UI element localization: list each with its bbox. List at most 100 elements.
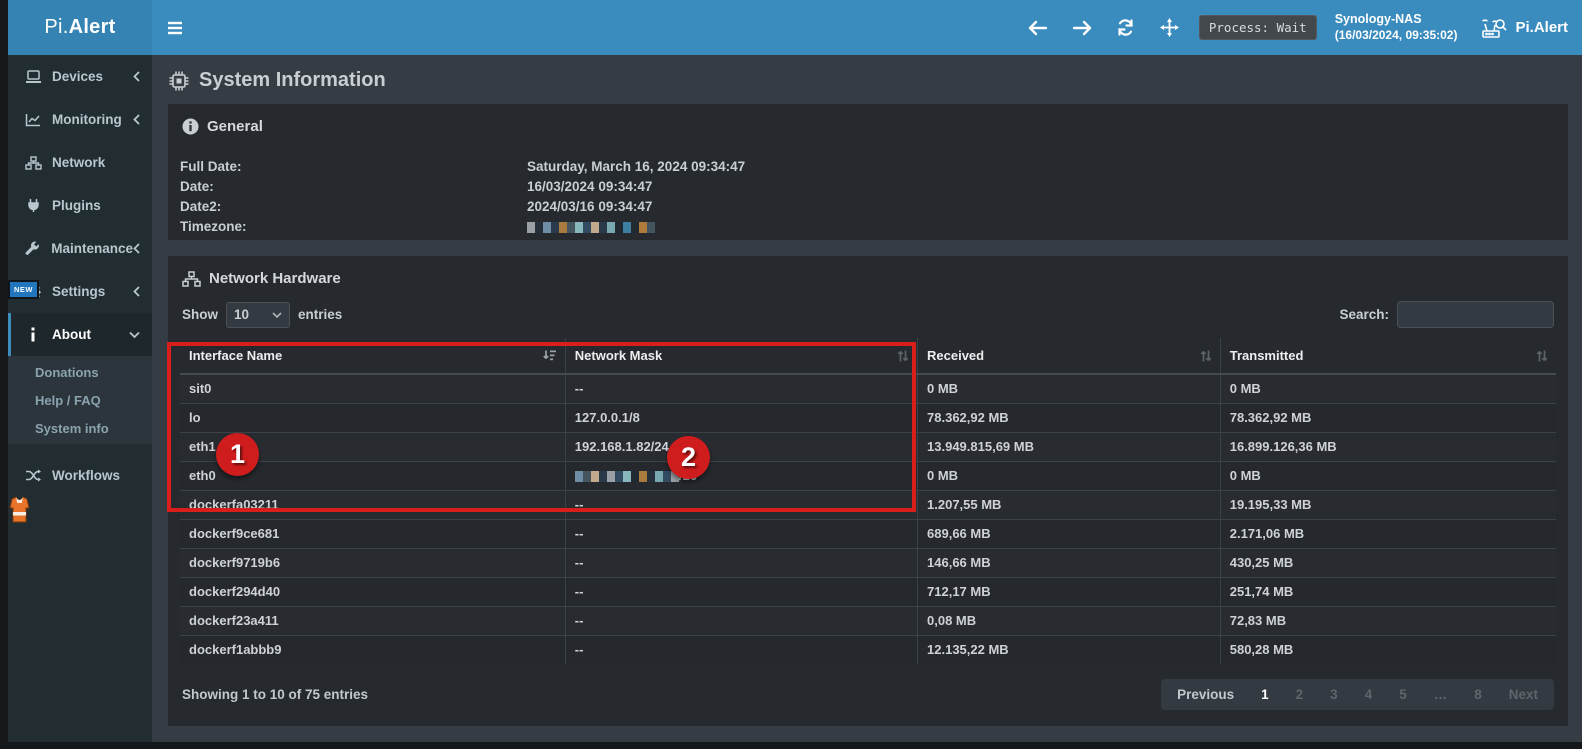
cell-network-mask: --	[565, 605, 919, 635]
brand-prefix: Pi.	[44, 16, 69, 38]
nav-forward-button[interactable]	[1067, 13, 1097, 43]
field-label: Timezone:	[180, 219, 247, 234]
table-row[interactable]: lo 127.0.0.1/8 78.362,92 MB 78.362,92 MB	[180, 402, 1556, 432]
sidebar-item-monitoring[interactable]: Monitoring	[8, 98, 152, 141]
sidebar-item-label: About	[52, 327, 91, 342]
sort-both-icon	[1200, 349, 1212, 362]
host-name: Synology-NAS	[1334, 12, 1422, 27]
sidebar-item-workflows[interactable]: Workflows	[8, 454, 152, 497]
submenu-item-system-info[interactable]: System info	[35, 420, 109, 436]
safety-vest-icon	[8, 496, 31, 523]
page-size-select[interactable]: 10	[226, 301, 290, 328]
general-info-list: Full Date: Saturday, March 16, 2024 09:3…	[180, 157, 1556, 239]
network-hardware-table: Interface Name Network Mask	[180, 338, 1556, 664]
column-header-network-mask[interactable]: Network Mask	[565, 338, 919, 375]
chevron-down-icon	[129, 331, 140, 338]
cell-interface-name: dockerfa03211	[180, 489, 566, 519]
cell-network-mask: --	[565, 518, 919, 548]
table-controls-row: Show 10 entries Search:	[182, 301, 1554, 328]
sidebar-item-about[interactable]: About	[8, 313, 152, 356]
navbar-brand-right[interactable]: Pi.Alert	[1481, 17, 1568, 39]
plug-icon	[23, 198, 43, 213]
cell-transmitted: 78.362,92 MB	[1220, 402, 1556, 432]
brand-logo[interactable]: Pi. Alert	[8, 0, 152, 55]
sidebar-item-label: Maintenance	[51, 241, 133, 256]
field-label: Date:	[180, 179, 214, 194]
table-row[interactable]: dockerf1abbb9 -- 12.135,22 MB 580,28 MB	[180, 634, 1556, 664]
cell-transmitted: 19.195,33 MB	[1220, 489, 1556, 519]
sidebar-toggle-button[interactable]	[152, 0, 198, 55]
pagination-page-8[interactable]: 8	[1474, 687, 1482, 702]
table-row[interactable]: sit0 -- 0 MB 0 MB	[180, 373, 1556, 403]
mask-suffix: /16	[678, 468, 697, 483]
cell-interface-name: lo	[180, 402, 566, 432]
pagination-page-4[interactable]: 4	[1364, 687, 1373, 702]
navbar-brand-text: Pi.Alert	[1515, 19, 1568, 36]
column-header-transmitted[interactable]: Transmitted	[1220, 338, 1556, 375]
brand-suffix: Alert	[68, 16, 116, 38]
cell-interface-name: dockerf294d40	[180, 576, 566, 606]
search-input[interactable]	[1397, 301, 1554, 328]
table-footer: Showing 1 to 10 of 75 entries Previous 1…	[180, 677, 1556, 716]
sitemap-icon	[23, 155, 43, 170]
page-title-row: System Information	[168, 69, 1568, 92]
pagination-page-2[interactable]: 2	[1295, 687, 1304, 702]
table-row[interactable]: dockerf9719b6 -- 146,66 MB 430,25 MB	[180, 547, 1556, 577]
submenu-item-donations[interactable]: Donations	[35, 364, 99, 380]
cell-received: 0,08 MB	[917, 605, 1221, 635]
pagination-previous[interactable]: Previous	[1177, 687, 1235, 702]
field-label: Date2:	[180, 199, 222, 214]
nav-back-button[interactable]	[1023, 13, 1053, 43]
nav-maximize-button[interactable]	[1155, 13, 1185, 43]
table-row[interactable]: dockerf23a411 -- 0,08 MB 72,83 MB	[180, 605, 1556, 635]
sitemap-icon	[182, 270, 201, 287]
table-header-row: Interface Name Network Mask	[180, 338, 1556, 375]
table-row[interactable]: dockerf294d40 -- 712,17 MB 251,74 MB	[180, 576, 1556, 606]
process-status-badge: Process: Wait	[1198, 15, 1317, 40]
column-header-label: Interface Name	[189, 348, 283, 363]
sidebar-item-plugins[interactable]: Plugins	[8, 184, 152, 227]
cell-received: 0 MB	[917, 460, 1221, 490]
search-label: Search:	[1339, 307, 1389, 322]
pagination-page-5[interactable]: 5	[1399, 687, 1407, 702]
table-row[interactable]: dockerfa03211 -- 1.207,55 MB 19.195,33 M…	[180, 489, 1556, 519]
column-header-interface-name[interactable]: Interface Name	[180, 338, 566, 375]
arrow-left-icon	[1028, 20, 1048, 36]
cell-transmitted: 0 MB	[1220, 460, 1556, 490]
cell-network-mask: --	[565, 373, 919, 403]
sidebar-item-network[interactable]: Network	[8, 141, 152, 184]
cell-interface-name: dockerf9719b6	[180, 547, 566, 577]
general-row-date2: Date2: 2024/03/16 09:34:47	[180, 197, 1556, 217]
pagination-page-1[interactable]: 1	[1261, 687, 1269, 702]
general-row-date: Date: 16/03/2024 09:34:47	[180, 177, 1556, 197]
pagination-next[interactable]: Next	[1508, 687, 1538, 702]
submenu-item-help-faq[interactable]: Help / FAQ	[35, 392, 101, 408]
general-panel-title: General	[207, 118, 263, 135]
sidebar-item-devices[interactable]: Devices	[8, 55, 152, 98]
pagination-page-3[interactable]: 3	[1330, 687, 1338, 702]
hamburger-icon	[167, 21, 183, 35]
sidebar-item-label: Devices	[52, 69, 104, 84]
sidebar-item-maintenance[interactable]: Maintenance	[8, 227, 152, 270]
host-info: Synology-NAS (16/03/2024, 09:35:02)	[1335, 12, 1458, 43]
sidebar-item-label: Monitoring	[52, 112, 122, 127]
field-value: 2024/03/16 09:34:47	[527, 199, 653, 214]
table-row[interactable]: eth0 /16 0 MB 0 MB	[180, 460, 1556, 490]
wrench-icon	[23, 241, 42, 256]
cell-transmitted: 72,83 MB	[1220, 605, 1556, 635]
move-arrows-icon	[1160, 18, 1180, 37]
cell-received: 712,17 MB	[917, 576, 1221, 606]
cell-network-mask: 127.0.0.1/8	[565, 402, 919, 432]
nav-refresh-button[interactable]	[1111, 13, 1141, 43]
new-feature-badge: NEW	[8, 280, 39, 299]
general-panel: General Full Date: Saturday, March 16, 2…	[168, 104, 1568, 240]
table-row[interactable]: dockerf9ce681 -- 689,66 MB 2.171,06 MB	[180, 518, 1556, 548]
sort-descending-icon	[542, 349, 557, 362]
cell-interface-name: eth1	[180, 431, 566, 461]
network-hardware-title-row: Network Hardware	[182, 270, 1556, 287]
column-header-label: Received	[927, 348, 985, 363]
table-row[interactable]: eth1 192.168.1.82/24 13.949.815,69 MB 16…	[180, 431, 1556, 461]
column-header-label: Transmitted	[1229, 348, 1304, 363]
showing-entries-text: Showing 1 to 10 of 75 entries	[182, 687, 369, 702]
column-header-received[interactable]: Received	[917, 338, 1221, 375]
